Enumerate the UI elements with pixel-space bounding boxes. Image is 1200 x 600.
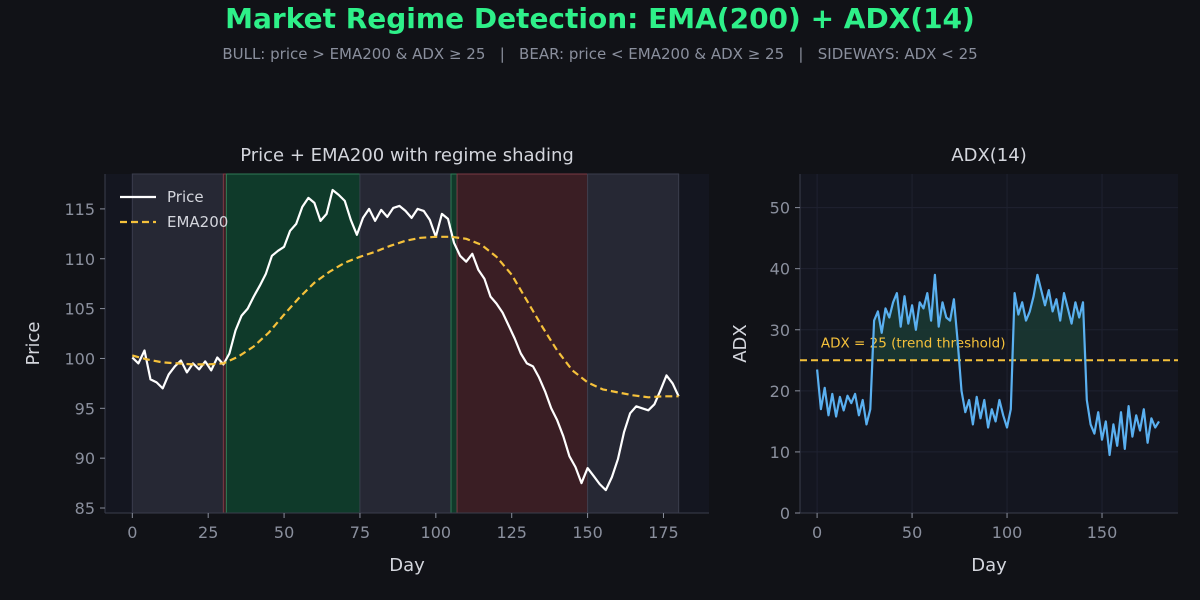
x-tick-label: 100 <box>421 523 452 542</box>
y-tick-label: 115 <box>64 200 95 219</box>
x-tick-label: 50 <box>274 523 294 542</box>
regime-band-bull <box>450 173 458 514</box>
figure-title: Market Regime Detection: EMA(200) + ADX(… <box>225 2 975 35</box>
legend-label: Price <box>167 188 204 206</box>
y-tick-label: 105 <box>64 300 95 319</box>
x-tick-label: 0 <box>812 523 822 542</box>
adx-chart: 0 50 100 150 0 10 20 30 40 50 ADX(14) Day ADX ADX = 2… <box>730 145 1178 576</box>
x-tick-label: 150 <box>1087 523 1118 542</box>
y-axis-label: ADX <box>730 324 751 363</box>
x-axis-label: Day <box>389 555 425 576</box>
x-tick-label: 0 <box>127 523 137 542</box>
regime-band-sideways <box>359 173 452 514</box>
legend: Price EMA200 <box>120 188 228 231</box>
y-tick-label: 85 <box>75 499 95 518</box>
x-tick-label: 125 <box>496 523 527 542</box>
y-tick-label: 95 <box>75 399 95 418</box>
chart-title: Price + EMA200 with regime shading <box>240 145 574 166</box>
x-tick-label: 175 <box>648 523 679 542</box>
trend-area-fill <box>817 274 1159 361</box>
adx-line <box>816 273 1160 457</box>
y-tick-label: 100 <box>64 349 95 368</box>
regime-band-bull <box>225 173 361 514</box>
regime-band-sideways <box>131 173 224 514</box>
x-tick-label: 150 <box>572 523 603 542</box>
x-tick-label: 100 <box>992 523 1023 542</box>
y-tick-label: 10 <box>770 443 790 462</box>
y-tick-label: 90 <box>75 449 95 468</box>
threshold-label: ADX = 25 (trend threshold) <box>821 335 1006 351</box>
regime-band-sideways <box>587 173 680 514</box>
x-tick-label: 75 <box>350 523 370 542</box>
y-tick-label: 50 <box>770 199 790 218</box>
y-tick-label: 110 <box>64 250 95 269</box>
chart-title: ADX(14) <box>951 145 1026 166</box>
regime-band-bear <box>456 173 589 514</box>
y-tick-label: 20 <box>770 382 790 401</box>
figure-subtitle: BULL: price > EMA200 & ADX ≥ 25 | BEAR: … <box>222 45 978 63</box>
y-tick-label: 0 <box>780 504 790 523</box>
x-axis-label: Day <box>971 555 1007 576</box>
y-tick-label: 40 <box>770 260 790 279</box>
price-chart: 0 25 50 75 100 125 150 175 85 90 95 100 105 110 115 Pri… <box>23 145 709 576</box>
plot-area <box>800 174 1178 513</box>
x-tick-label: 25 <box>198 523 218 542</box>
x-tick-label: 50 <box>902 523 922 542</box>
legend-label: EMA200 <box>167 213 228 231</box>
ema200-line <box>132 235 679 399</box>
y-tick-label: 30 <box>770 321 790 340</box>
y-axis-label: Price <box>23 322 44 366</box>
